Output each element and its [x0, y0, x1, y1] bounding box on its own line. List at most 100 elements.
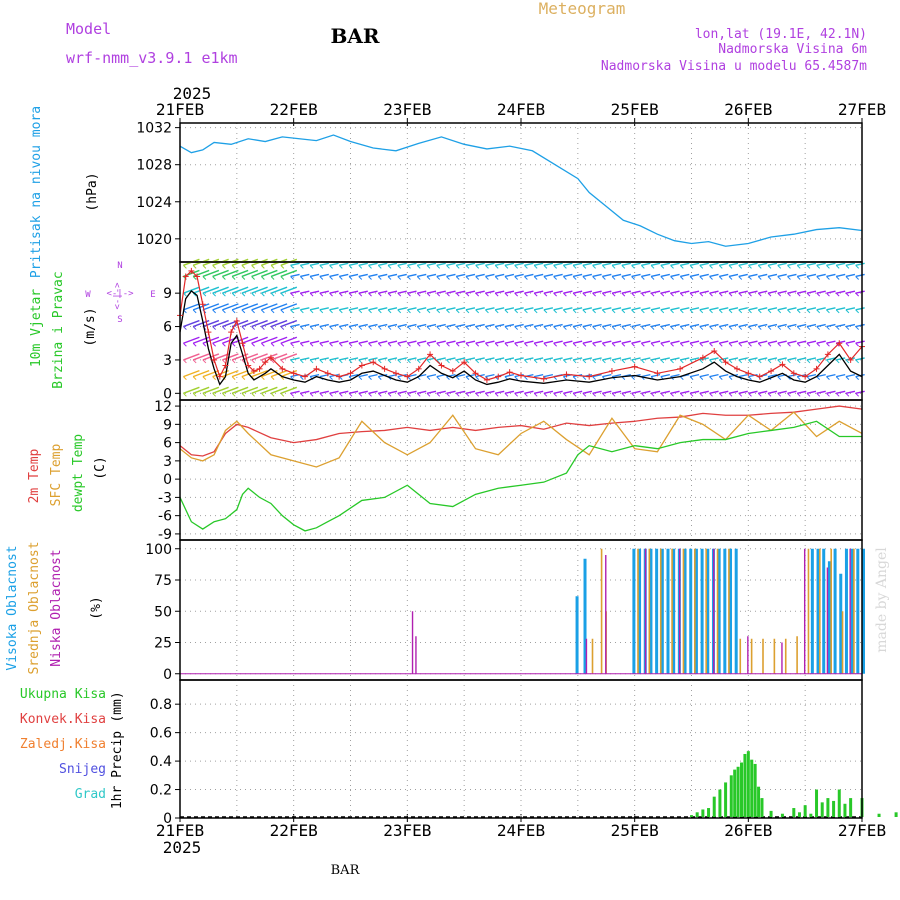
- wind-arrow-head: [251, 292, 255, 297]
- wind-arrow: [650, 390, 661, 395]
- wind-arrow: [611, 373, 622, 378]
- wind-arrow: [446, 262, 456, 267]
- wind-arrow: [446, 340, 456, 344]
- cloud-mid-bar: [830, 548, 832, 674]
- wind-arrow: [631, 340, 641, 344]
- pressure-ytick-label: 1024: [136, 195, 172, 211]
- wind-arrow-head: [845, 342, 850, 347]
- wind-arrow: [699, 340, 709, 344]
- wind-arrow: [241, 369, 259, 378]
- wind-arrow-head: [504, 309, 509, 314]
- wind-arrow: [602, 262, 612, 267]
- wind-arrow: [621, 323, 631, 328]
- wind-arrow: [650, 323, 661, 328]
- station-lonlat: lon,lat (19.1E, 42.1N): [695, 27, 867, 42]
- wind-arrow: [534, 290, 544, 294]
- wind-arrow-head: [338, 276, 343, 280]
- wind-arrow: [787, 290, 797, 294]
- cloud-high-bar: [583, 558, 587, 674]
- wind-arrow: [456, 373, 466, 378]
- wind-arrow: [300, 290, 310, 294]
- wind-arrow-head: [582, 276, 587, 280]
- wind-arrow-head: [397, 292, 402, 297]
- wind-arrow: [777, 290, 787, 294]
- cloud-high-bar: [723, 548, 727, 674]
- wind-arrow: [202, 336, 220, 344]
- precip-bar: [832, 800, 836, 817]
- wind-arrow-head: [222, 326, 226, 330]
- wind-arrow-head: [309, 292, 314, 297]
- cloud-mid-bar: [728, 548, 730, 674]
- wind-arrow: [309, 273, 320, 278]
- wind-arrow-head: [377, 309, 382, 314]
- wind-arrow-head: [455, 264, 460, 269]
- precip-bar: [718, 789, 722, 817]
- wind-arrow: [553, 390, 563, 395]
- wind-arrow: [280, 336, 298, 344]
- year-top: 2025: [173, 84, 212, 103]
- wind-arrow-head: [338, 309, 343, 314]
- wind-arrow-head: [650, 276, 655, 280]
- wind-arrow: [582, 290, 593, 294]
- wind-arrow-head: [348, 292, 353, 297]
- wind-arrow: [709, 357, 719, 361]
- wind-arrow: [426, 307, 437, 311]
- wind-arrow: [826, 290, 836, 294]
- wind-arrow: [826, 340, 836, 344]
- wind-arrow: [261, 319, 278, 328]
- precip-bar: [746, 751, 750, 817]
- wind-arrow-head: [592, 392, 596, 397]
- wind-arrow-head: [368, 292, 372, 297]
- wind-arrow: [680, 262, 690, 267]
- t2m-line: [179, 405, 863, 457]
- wind-arrow-head: [280, 359, 285, 364]
- cloud-ytick-label: 50: [154, 604, 172, 620]
- wind-arrow: [339, 262, 349, 267]
- wind-arrow-head: [514, 359, 519, 364]
- precip-bar: [894, 812, 898, 817]
- wind-arrow: [660, 290, 670, 294]
- wind-arrow-head: [377, 264, 382, 269]
- wind-arrow: [192, 303, 210, 311]
- wind-arrow-head: [748, 392, 752, 397]
- wind-arrow: [426, 340, 437, 344]
- wind-arrow: [504, 307, 515, 311]
- wind-arrow: [407, 323, 417, 328]
- wind-arrow-head: [377, 392, 382, 397]
- wind-arrow: [855, 307, 865, 311]
- wind-arrow-head: [524, 342, 528, 347]
- precip-ytick-label: 0.8: [150, 697, 172, 713]
- wind-arrow-head: [309, 309, 314, 314]
- precip-bar: [815, 789, 819, 817]
- wind-arrow-head: [835, 359, 840, 364]
- wind-arrow: [602, 323, 612, 328]
- wind-arrow: [621, 307, 631, 311]
- wind-arrow-head: [231, 342, 236, 347]
- wind-arrow-head: [222, 292, 226, 297]
- wind-arrow-head: [728, 326, 733, 330]
- wind-arrow: [699, 307, 709, 311]
- wind-arrow-head: [260, 292, 265, 297]
- wind-arrow: [534, 323, 544, 328]
- cloud-high-bar: [816, 548, 820, 674]
- cloud-panel: 0 25 50 75 100: [145, 539, 865, 683]
- wind-arrow-head: [387, 264, 392, 269]
- wind-arrow: [777, 390, 787, 395]
- wind-arrow-head: [231, 359, 236, 364]
- precip-bar: [837, 789, 841, 817]
- wind-arrow-head: [436, 326, 441, 330]
- cloud-mid-bar: [705, 548, 707, 674]
- wind-arrow-head: [806, 292, 811, 297]
- wind-arrow-head: [368, 376, 372, 380]
- wind-arrow-head: [319, 292, 324, 297]
- wind-arrow: [261, 386, 278, 394]
- top-date-label: 21FEB: [156, 100, 204, 119]
- cloud-high-bar: [734, 548, 738, 674]
- cloud-mid-bar: [591, 638, 594, 674]
- cloud-low-bar: [747, 636, 749, 674]
- wind-arrow: [261, 353, 278, 361]
- wind-arrow: [845, 262, 856, 267]
- wind-arrow-head: [407, 359, 411, 364]
- wind-arrow-head: [504, 359, 509, 364]
- wind-arrow: [446, 357, 456, 361]
